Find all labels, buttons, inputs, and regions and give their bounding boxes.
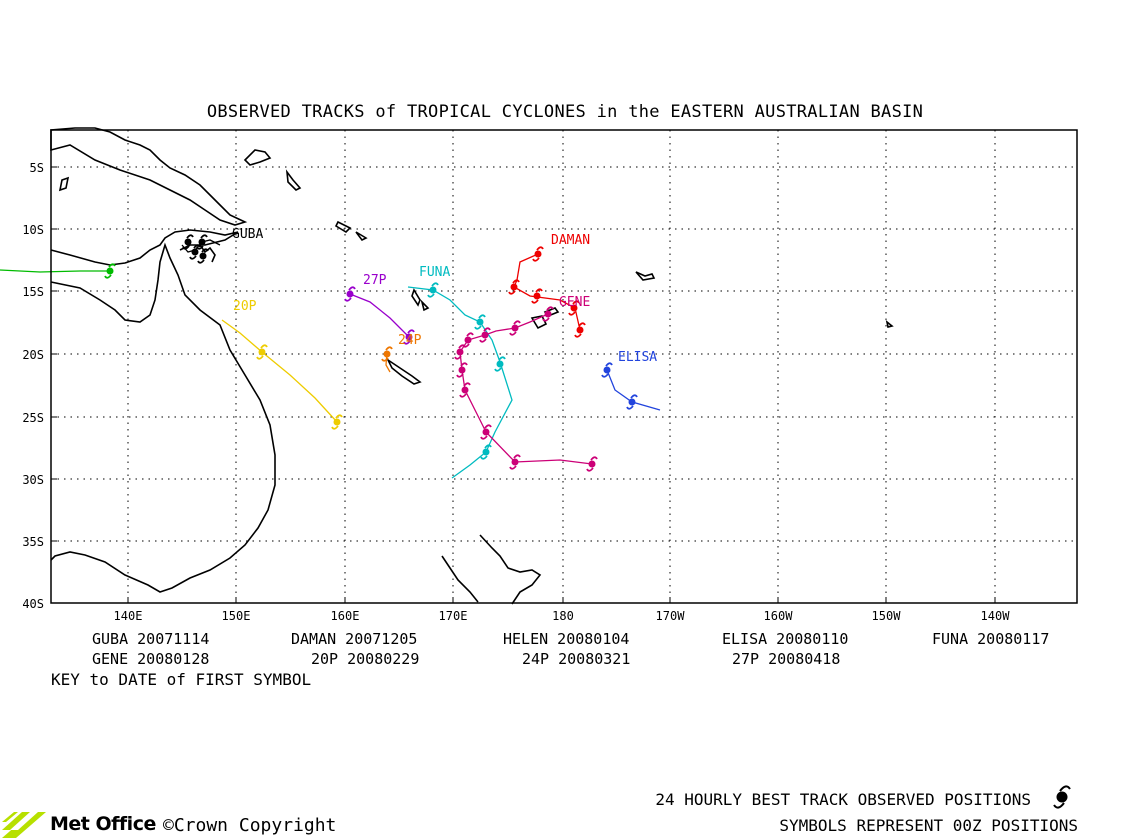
lon-tick-label: 160E [331,609,360,623]
cyclone-position-icon [479,327,491,343]
cyclone-position-icon [427,282,439,298]
lat-tick-label: 30S [22,473,44,487]
cyclone-position-icon [454,344,466,360]
key-note: KEY to DATE of FIRST SYMBOL [51,670,312,689]
track-helen [0,269,110,273]
lon-tick-label: 150W [872,609,902,623]
legend-entry-20p: 20P 20080229 [311,650,420,668]
legend-entry-daman: DAMAN 20071205 [291,630,418,648]
coastline-fiji [530,307,560,330]
lat-tick-label: 35S [22,535,44,549]
lon-tick-label: 140E [114,609,143,623]
storm-label-gene: GENE [559,295,590,310]
coastline-gulf-islands [58,176,70,192]
legend-entry-guba: GUBA 20071114 [92,630,210,648]
lon-tick-label: 140W [981,609,1011,623]
legend-entry-helen: HELEN 20080104 [503,630,630,648]
coastline-new-ireland [285,169,302,191]
lon-tick-label: 180 [552,609,574,623]
track-funa [407,286,513,479]
cyclone-position-icon [574,322,586,338]
legend-entry-funa: FUNA 20080117 [932,630,1050,648]
coastline-new-guinea [50,127,248,226]
lat-tick-label: 5S [30,161,44,175]
coastline-samoa [635,271,656,281]
cyclone-position-icon [509,454,521,470]
cyclone-position-icon [601,362,613,378]
cyclone-position-icon [480,424,492,440]
storm-label-elisa: ELISA [618,350,657,365]
cyclone-position-icon [531,288,543,304]
cyclone-position-icon [532,246,544,262]
storm-label-20p: 20P [233,299,257,314]
coastline-new-caledonia [385,357,422,385]
storm-label-27p: 27P [363,273,387,288]
track-elisa [606,369,661,411]
legend-entry-24p: 24P 20080321 [522,650,631,668]
storm-label-guba: GUBA [232,227,263,242]
cyclone-position-icon [509,320,521,336]
graticule: 5S 10S 15S 20S 25S 30S 35S 40S 140E 150E 160E 170E 1… [22,130,1077,623]
footer-line-1: 24 HOURLY BEST TRACK OBSERVED POSITIONS [655,790,1031,809]
cyclone-tracks [0,239,661,479]
cyclone-position-icon [459,382,471,398]
storm-labels: GUBA DAMAN ELISA FUNA GENE 20P 24P 27P [232,227,657,365]
lon-tick-label: 150E [222,609,251,623]
cyclone-position-icon [196,234,208,250]
lon-tick-label: 170W [656,609,686,623]
cyclone-position-icon [474,314,486,330]
footer-line-2: SYMBOLS REPRESENT 00Z POSITIONS [779,816,1078,835]
cyclone-position-icon [381,346,393,362]
lon-tick-label: 170E [439,609,468,623]
cyclone-symbols [104,234,638,472]
cyclone-position-icon [403,329,415,345]
cyclone-position-icon [494,356,506,372]
legend-entry-gene: GENE 20080128 [92,650,210,668]
lon-tick-label: 160W [764,609,794,623]
coastline-vanuatu [411,288,430,312]
track-20p [221,319,338,423]
track-gene [459,313,593,465]
lat-tick-label: 40S [22,597,44,611]
storm-label-24p: 24P [398,333,422,348]
cyclone-symbol-icon [1053,785,1071,809]
legend-entry-elisa: ELISA 20080110 [722,630,849,648]
coastline-new-zealand [441,534,542,605]
lat-tick-label: 10S [22,223,44,237]
cyclone-position-icon [542,306,554,322]
cyclone-position-icon [626,394,638,410]
cyclone-position-icon [197,248,209,264]
coastline-solomons [334,220,368,242]
cyclone-position-icon [189,244,201,260]
cyclone-position-icon [331,414,343,430]
map-frame [50,129,1078,604]
cyclone-position-icon [456,362,468,378]
coastlines [50,127,894,605]
map-title: OBSERVED TRACKS of TROPICAL CYCLONES in … [206,102,924,122]
coastline-french-polynesia [885,320,894,328]
coastline-australia [50,242,276,593]
lat-tick-label: 25S [22,411,44,425]
cyclone-position-icon [586,456,598,472]
cyclone-position-icon [480,444,492,460]
cyclone-position-icon [104,263,116,279]
coastline-new-britain [243,149,272,166]
coastline-new-guinea-south [50,229,239,266]
track-27p [349,293,410,338]
track-daman [513,253,581,331]
cyclone-position-icon [256,344,268,360]
cyclone-position-icon [344,286,356,302]
met-office-logo [2,812,46,838]
lat-tick-label: 15S [22,285,44,299]
storm-label-daman: DAMAN [551,233,590,248]
cyclone-position-icon [508,279,520,295]
cyclone-position-icon [182,234,194,250]
cyclone-position-icon [568,300,580,316]
met-office-wordmark: Met Office [50,813,156,835]
lat-tick-label: 20S [22,348,44,362]
copyright-notice: ©Crown Copyright [163,815,337,836]
storm-label-funa: FUNA [419,265,450,280]
legend-entry-27p: 27P 20080418 [732,650,841,668]
